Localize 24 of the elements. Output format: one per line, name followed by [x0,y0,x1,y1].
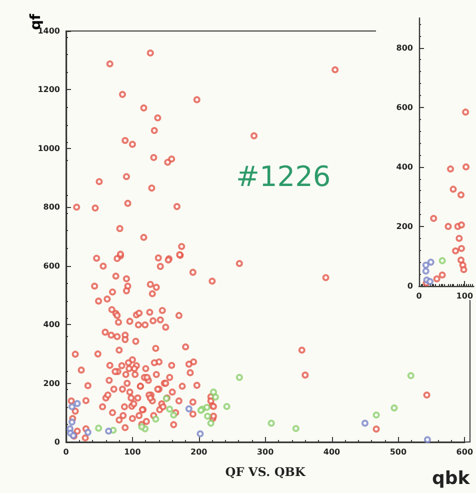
x-tick-label: 200 [190,448,208,456]
y-tick-label: 200 [396,222,414,231]
y-tick-label: 400 [43,320,60,330]
y-tick-label: 800 [396,43,414,52]
x-tick-label: 400 [323,448,341,456]
x-tick-label: 100 [124,448,142,456]
x-axis-title: QF VS. QBK [225,465,306,479]
y-tick-label: 1200 [38,85,60,94]
x-tick-label: 0 [63,448,70,456]
annotation: #1226 [236,160,331,193]
y-tick-label: 600 [43,261,60,270]
x-tick-label: 600 [456,448,474,456]
y-tick-label: 200 [43,378,60,388]
x-tick-label: 500 [390,448,407,456]
y-tick-label: 400 [396,162,414,172]
text: qbk [432,468,470,489]
x-tick-label: 100 [456,292,474,300]
y-tick-label: 600 [396,102,414,112]
y-tick-label: 1000 [38,144,60,153]
x-tick-label: 300 [256,448,274,456]
y-axis-title: qf [28,14,44,30]
y-tick-label: 0 [407,282,414,290]
y-tick-label: 0 [54,438,60,446]
y-tick-label: 800 [43,202,60,212]
